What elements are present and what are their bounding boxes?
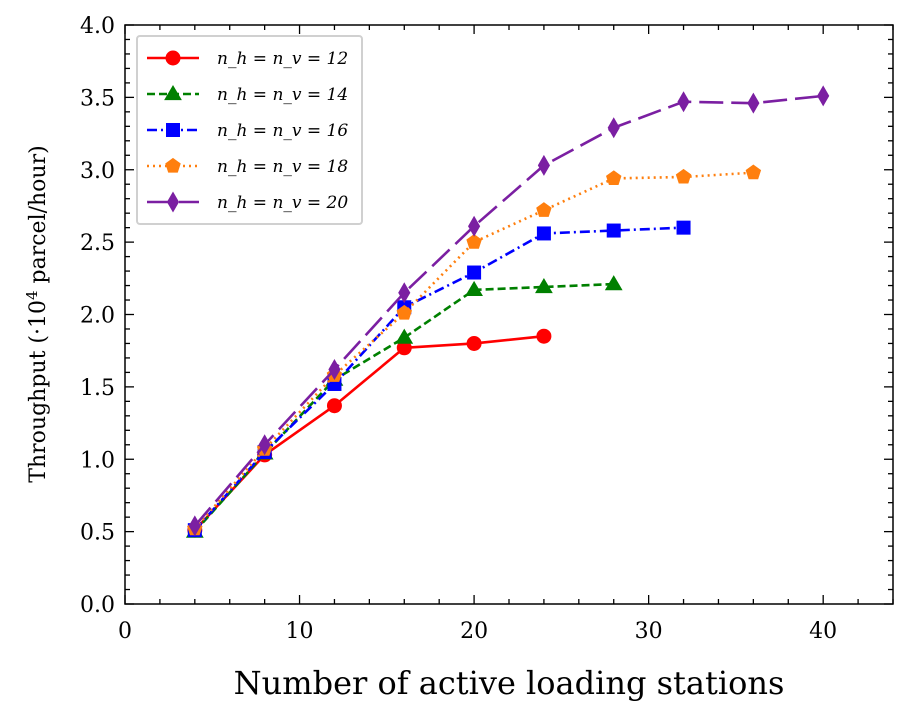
data-point xyxy=(817,85,830,107)
series-layer xyxy=(185,85,830,538)
legend-label: n_h = n_v = 14 xyxy=(217,85,348,105)
series-line xyxy=(193,226,684,532)
legend-marker xyxy=(165,50,181,66)
data-point xyxy=(607,117,620,139)
x-axis-title: Number of active loading stations xyxy=(234,664,785,702)
series-line xyxy=(193,94,824,527)
data-point xyxy=(188,515,201,537)
ticks-layer: 0 10 20 30 40 0.0 0.5 1.0 1.5 2.0 2.5 3.0 3.5 4.0 xyxy=(80,14,894,644)
data-point xyxy=(677,91,690,113)
legend-label: n_h = n_v = 12 xyxy=(217,49,348,69)
y-tick-label: 1.0 xyxy=(80,448,115,473)
data-point xyxy=(536,226,551,241)
y-axis-title: Throughput (·104 parcel/hour) xyxy=(23,145,51,482)
legend-marker xyxy=(166,123,180,137)
y-tick-label: 2.5 xyxy=(80,231,115,256)
y-tick-label: 1.5 xyxy=(80,376,115,401)
legend-marker xyxy=(166,191,180,213)
series-1 xyxy=(187,328,552,538)
data-point xyxy=(606,170,622,185)
data-point xyxy=(606,223,621,238)
data-point xyxy=(535,278,553,294)
data-point xyxy=(465,280,483,296)
x-tick-label: 30 xyxy=(635,619,663,644)
y-tick-label: 3.0 xyxy=(80,159,115,184)
data-point xyxy=(536,328,552,344)
x-tick-label: 40 xyxy=(809,619,837,644)
data-point xyxy=(467,265,482,280)
data-point xyxy=(395,328,414,344)
y-tick-label: 0.5 xyxy=(80,521,115,546)
data-point xyxy=(536,202,552,217)
data-point xyxy=(258,434,271,456)
legend-box xyxy=(136,35,363,225)
data-point xyxy=(398,282,411,304)
data-point xyxy=(747,92,760,114)
data-point xyxy=(745,164,762,180)
legend: n_h = n_v = 12 n_h = n_v = 14 n_h = n_v = … xyxy=(136,35,363,225)
x-tick-label: 0 xyxy=(118,619,132,644)
x-tick-label: 20 xyxy=(460,619,488,644)
data-point xyxy=(396,304,412,320)
data-point xyxy=(604,275,623,291)
data-point xyxy=(537,154,550,176)
data-point xyxy=(328,359,341,381)
x-tick-label: 10 xyxy=(286,619,314,644)
y-tick-label: 3.5 xyxy=(80,86,115,111)
legend-label: n_h = n_v = 18 xyxy=(217,157,348,177)
series-line xyxy=(193,334,545,532)
y-tick-label: 4.0 xyxy=(80,14,115,39)
series-5 xyxy=(188,85,830,537)
data-point xyxy=(466,234,482,249)
data-point xyxy=(676,220,691,235)
data-point xyxy=(468,215,481,237)
series-line xyxy=(193,282,614,533)
data-point xyxy=(326,398,342,414)
y-tick-label: 0.0 xyxy=(80,593,115,618)
legend-label: n_h = n_v = 20 xyxy=(217,193,348,213)
series-line xyxy=(193,171,754,530)
legend-label: n_h = n_v = 16 xyxy=(217,121,348,141)
data-point xyxy=(466,335,482,351)
legend-marker xyxy=(164,85,182,101)
series-3 xyxy=(187,220,691,538)
data-point xyxy=(675,168,692,184)
legend-marker xyxy=(165,157,181,173)
y-tick-label: 2.0 xyxy=(80,304,115,329)
